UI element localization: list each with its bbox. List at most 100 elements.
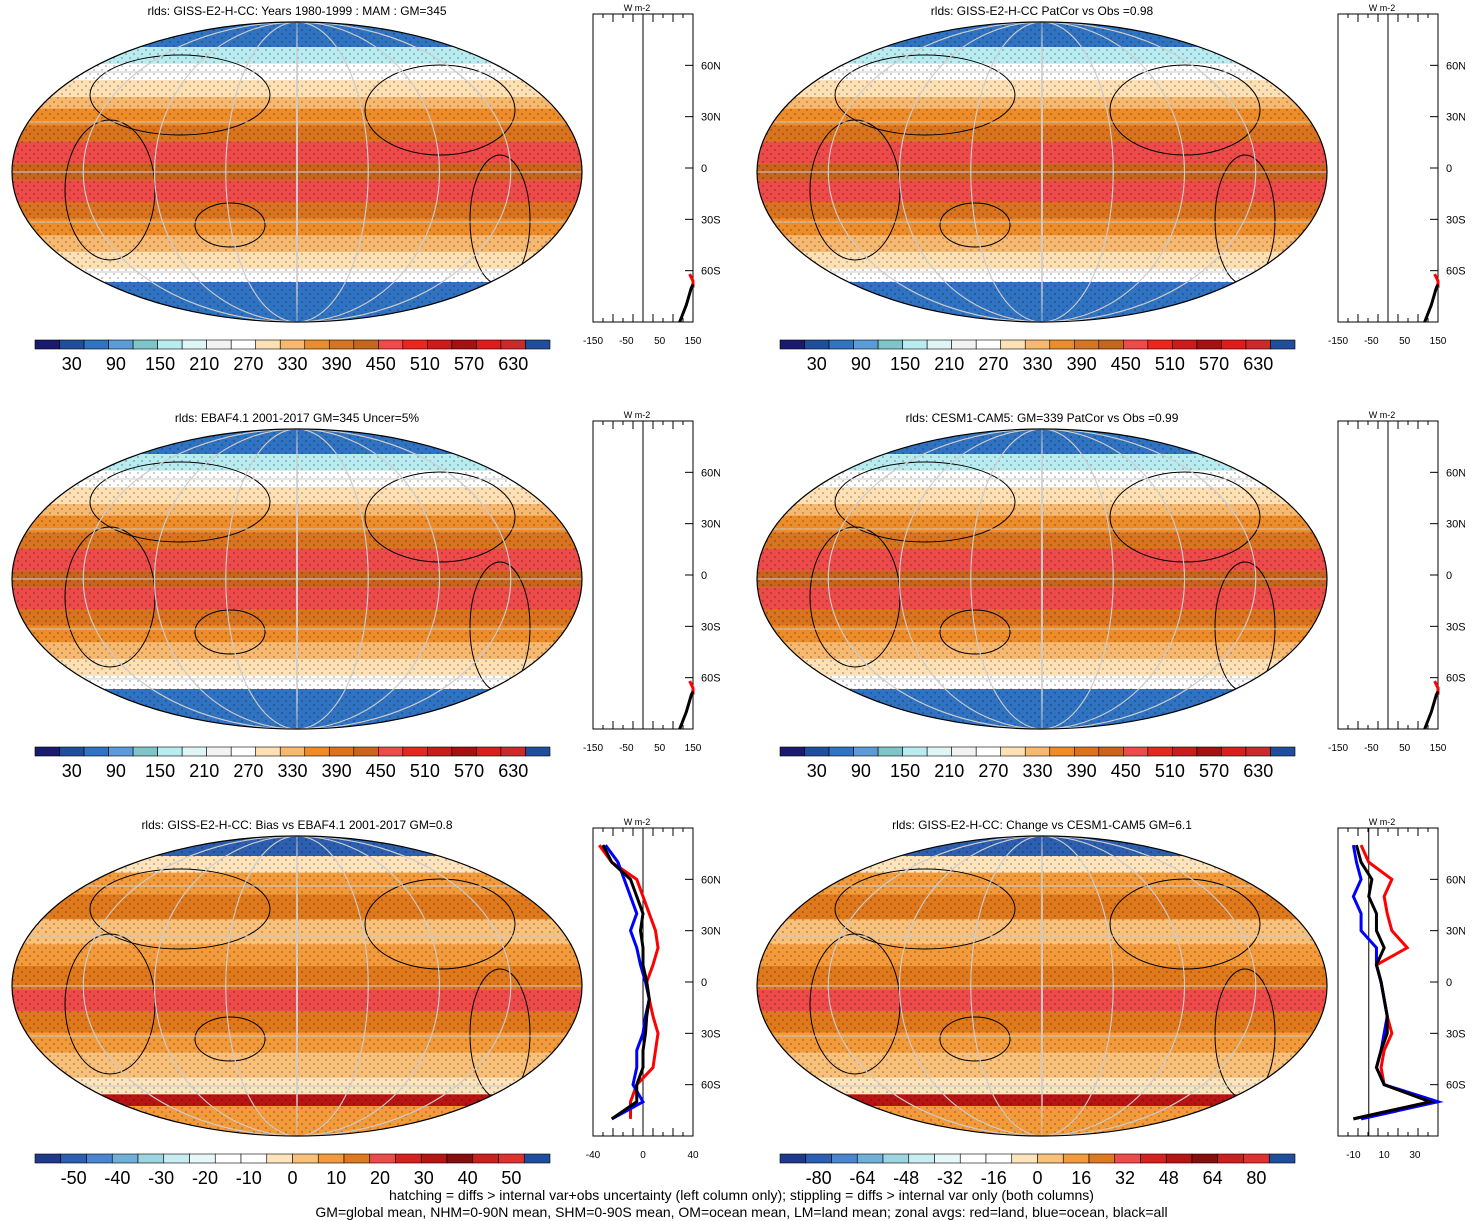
colorbar-segment bbox=[1049, 339, 1075, 350]
zonal-x-tick-label: 10 bbox=[1379, 1150, 1391, 1161]
zonal-unit-label: W m-2 bbox=[1369, 3, 1396, 13]
panel-title: rlds: GISS-E2-H-CC: Years 1980-1999 : MA… bbox=[147, 4, 447, 18]
colorbar-segment bbox=[395, 1153, 422, 1164]
colorbar-segment bbox=[908, 1153, 935, 1164]
meridian-line bbox=[296, 429, 298, 729]
colorbar-segment bbox=[181, 339, 207, 350]
zonal-x-tick-label: 30 bbox=[1409, 1150, 1421, 1161]
zonal-x-tick-label: 0 bbox=[640, 1150, 646, 1161]
colorbar-segment bbox=[108, 339, 134, 350]
colorbar-segment bbox=[451, 339, 477, 350]
lat-tick-label: 30N bbox=[701, 926, 720, 938]
colorbar-segment bbox=[500, 746, 526, 757]
zonal-mean-panel: -150 -50 50 150 W m-2 60N 30N 0 30S 60S bbox=[583, 3, 720, 347]
zonal-x-tick-label: -50 bbox=[1364, 743, 1379, 754]
zonal-mean-panel: -150 -50 50 150 W m-2 60N 30N 0 30S 60S bbox=[583, 410, 720, 754]
colorbar-segment bbox=[1191, 1153, 1219, 1164]
colorbar-segment bbox=[181, 746, 207, 757]
colorbar-segment bbox=[1196, 746, 1222, 757]
colorbar-segment bbox=[525, 339, 551, 350]
colorbar-segment bbox=[1114, 1153, 1141, 1164]
colorbar-segment bbox=[427, 746, 453, 757]
footer-line-1: hatching = diffs > internal var+obs unce… bbox=[389, 1187, 1094, 1203]
lat-tick-label: 60N bbox=[1446, 467, 1465, 479]
zonal-panel-frame bbox=[1337, 827, 1439, 1137]
colorbar-tick-label: 570 bbox=[454, 761, 484, 781]
colorbar-segment bbox=[951, 339, 977, 350]
colorbar-tick-label: 90 bbox=[106, 354, 126, 374]
colorbar-tick-label: 570 bbox=[1199, 354, 1229, 374]
colorbar-segment bbox=[523, 1153, 551, 1164]
colorbar-tick-label: 570 bbox=[1199, 761, 1229, 781]
colorbar-segment bbox=[856, 1153, 884, 1164]
colorbar-segment bbox=[1024, 746, 1051, 757]
colorbar-segment bbox=[882, 1153, 910, 1164]
colorbar-segment bbox=[86, 1153, 113, 1164]
colorbar-segment bbox=[779, 746, 805, 757]
colorbar-segment bbox=[476, 746, 502, 757]
colorbar-segment bbox=[304, 746, 330, 757]
colorbar-segment bbox=[926, 746, 952, 757]
meridian-line bbox=[899, 22, 1185, 322]
colorbar-tick-label: 30 bbox=[62, 761, 82, 781]
colorbar-segment bbox=[498, 1153, 525, 1164]
lat-tick-label: 60N bbox=[701, 60, 720, 72]
panel-title: rlds: GISS-E2-H-CC: Change vs CESM1-CAM5… bbox=[892, 818, 1192, 832]
colorbar-tick-label: 510 bbox=[1155, 354, 1185, 374]
lat-tick-label: 60N bbox=[1446, 874, 1465, 886]
colorbar-tick-label: 450 bbox=[1111, 354, 1141, 374]
colorbar-tick-label: 20 bbox=[370, 1168, 390, 1188]
colorbar-tick-label: 150 bbox=[890, 354, 920, 374]
colorbar-tick-label: 390 bbox=[322, 354, 352, 374]
meridian-line bbox=[225, 429, 369, 729]
meridian-line bbox=[296, 22, 298, 322]
colorbar-segment bbox=[378, 339, 404, 350]
map-border bbox=[11, 21, 583, 323]
lat-tick-label: 60S bbox=[701, 673, 720, 685]
lat-tick-label: 30S bbox=[1446, 214, 1465, 226]
colorbar-tick-label: 630 bbox=[498, 761, 528, 781]
zonal-land-line bbox=[1353, 844, 1436, 1121]
meridian-line bbox=[154, 429, 440, 729]
colorbar-segment bbox=[427, 339, 453, 350]
zonal-mean-panel: -150 -50 50 150 W m-2 60N 30N 0 30S 60S bbox=[1328, 410, 1465, 754]
colorbar-segment bbox=[328, 339, 355, 350]
lat-tick-label: 30S bbox=[701, 621, 720, 633]
zonal-x-tick-label: -150 bbox=[1328, 336, 1348, 347]
panel-svg: 30 90 150 210 270 330 390 450 510 570 630 -150 -50 50… bbox=[11, 410, 720, 781]
zonal-x-tick-label: -50 bbox=[1364, 336, 1379, 347]
colorbar-tick-label: 90 bbox=[106, 761, 126, 781]
colorbar-segment bbox=[328, 746, 355, 757]
colorbar-segment bbox=[279, 746, 306, 757]
colorbar-segment bbox=[34, 339, 60, 350]
colorbar-segment bbox=[255, 746, 281, 757]
zonal-x-tick-label: 150 bbox=[685, 743, 702, 754]
colorbar-segment bbox=[476, 339, 502, 350]
zonal-x-tick-label: 50 bbox=[654, 743, 666, 754]
lat-tick-label: 30N bbox=[1446, 926, 1465, 938]
panel-svg: 30 90 150 210 270 330 390 450 510 570 630 -150 -50 50… bbox=[756, 410, 1465, 781]
colorbar-segment bbox=[1172, 339, 1198, 350]
colorbar-segment bbox=[804, 339, 830, 350]
colorbar-tick-label: 390 bbox=[322, 761, 352, 781]
colorbar-segment bbox=[1217, 1153, 1244, 1164]
map-field bbox=[12, 836, 582, 1136]
meridian-line bbox=[970, 836, 1114, 1136]
colorbar-segment bbox=[1024, 339, 1051, 350]
colorbar-tick-label: -16 bbox=[981, 1168, 1007, 1188]
colorbar-segment bbox=[934, 1153, 961, 1164]
panel-cesm: rlds: CESM1-CAM5: GM=339 PatCor vs Obs =… bbox=[745, 407, 1465, 787]
colorbar-segment bbox=[1123, 339, 1149, 350]
colorbar-tick-label: 210 bbox=[934, 354, 964, 374]
colorbar-tick-label: -40 bbox=[104, 1168, 130, 1188]
colorbar-segment bbox=[1098, 339, 1124, 350]
zonal-mean-panel: -150 -50 50 150 W m-2 60N 30N 0 30S 60S bbox=[1328, 3, 1465, 347]
colorbar-segment bbox=[353, 339, 379, 350]
colorbar-tick-label: 150 bbox=[145, 761, 175, 781]
colorbar-segment bbox=[189, 1153, 216, 1164]
colorbar-tick-label: 390 bbox=[1067, 761, 1097, 781]
lat-tick-label: 60S bbox=[1446, 266, 1465, 278]
colorbar-tick-label: 64 bbox=[1203, 1168, 1223, 1188]
colorbar-segment bbox=[1062, 1153, 1090, 1164]
colorbar-tick-label: 90 bbox=[851, 354, 871, 374]
